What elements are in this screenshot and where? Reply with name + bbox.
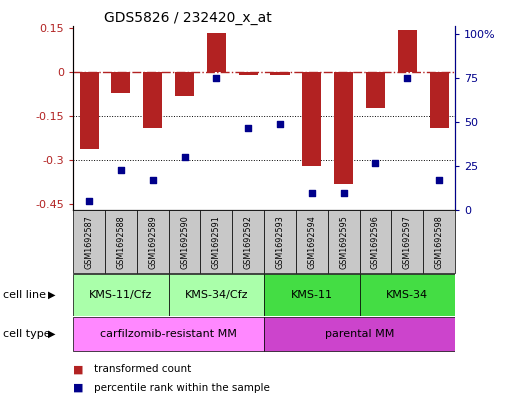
Bar bbox=[360, 210, 391, 273]
Point bbox=[339, 189, 348, 196]
Point bbox=[371, 160, 380, 166]
Text: percentile rank within the sample: percentile rank within the sample bbox=[94, 383, 270, 393]
Bar bbox=[264, 274, 360, 316]
Bar bbox=[232, 210, 264, 273]
Bar bbox=[238, 72, 258, 75]
Text: GSM1692589: GSM1692589 bbox=[148, 215, 157, 268]
Text: GSM1692595: GSM1692595 bbox=[339, 215, 348, 269]
Text: transformed count: transformed count bbox=[94, 364, 191, 375]
Bar bbox=[334, 72, 353, 184]
Text: GSM1692598: GSM1692598 bbox=[435, 215, 444, 268]
Bar bbox=[73, 317, 264, 351]
Bar bbox=[111, 72, 130, 93]
Bar bbox=[270, 72, 290, 75]
Bar bbox=[143, 72, 162, 128]
Point bbox=[276, 121, 284, 127]
Text: GSM1692588: GSM1692588 bbox=[117, 215, 126, 268]
Text: KMS-34: KMS-34 bbox=[386, 290, 428, 300]
Point bbox=[244, 125, 253, 131]
Bar bbox=[73, 210, 105, 273]
Bar bbox=[328, 210, 360, 273]
Bar bbox=[296, 210, 328, 273]
Bar bbox=[168, 274, 264, 316]
Bar bbox=[264, 317, 455, 351]
Bar bbox=[137, 210, 168, 273]
Text: GSM1692587: GSM1692587 bbox=[85, 215, 94, 268]
Text: cell type: cell type bbox=[3, 329, 50, 339]
Text: GSM1692590: GSM1692590 bbox=[180, 215, 189, 268]
Point bbox=[212, 75, 221, 81]
Bar bbox=[366, 72, 385, 108]
Bar bbox=[73, 274, 168, 316]
Text: GSM1692591: GSM1692591 bbox=[212, 215, 221, 268]
Bar bbox=[397, 30, 417, 72]
Text: GSM1692597: GSM1692597 bbox=[403, 215, 412, 269]
Text: cell line: cell line bbox=[3, 290, 46, 300]
Bar bbox=[168, 210, 200, 273]
Point bbox=[308, 189, 316, 196]
Point bbox=[85, 198, 93, 205]
Text: KMS-11: KMS-11 bbox=[291, 290, 333, 300]
Bar bbox=[360, 274, 455, 316]
Bar bbox=[207, 33, 226, 72]
Bar bbox=[423, 210, 455, 273]
Text: KMS-34/Cfz: KMS-34/Cfz bbox=[185, 290, 248, 300]
Bar bbox=[200, 210, 232, 273]
Bar bbox=[175, 72, 194, 96]
Bar bbox=[105, 210, 137, 273]
Text: ■: ■ bbox=[73, 383, 84, 393]
Text: GSM1692594: GSM1692594 bbox=[308, 215, 316, 268]
Text: KMS-11/Cfz: KMS-11/Cfz bbox=[89, 290, 153, 300]
Point bbox=[435, 177, 444, 184]
Text: GSM1692596: GSM1692596 bbox=[371, 215, 380, 268]
Text: ■: ■ bbox=[73, 364, 84, 375]
Text: GDS5826 / 232420_x_at: GDS5826 / 232420_x_at bbox=[104, 11, 271, 24]
Bar bbox=[391, 210, 423, 273]
Text: GSM1692593: GSM1692593 bbox=[276, 215, 285, 268]
Text: ▶: ▶ bbox=[48, 290, 55, 300]
Bar bbox=[79, 72, 99, 149]
Point bbox=[149, 177, 157, 184]
Bar bbox=[429, 72, 449, 128]
Point bbox=[403, 75, 412, 81]
Text: ▶: ▶ bbox=[48, 329, 55, 339]
Bar bbox=[302, 72, 321, 166]
Text: carfilzomib-resistant MM: carfilzomib-resistant MM bbox=[100, 329, 237, 339]
Point bbox=[117, 167, 125, 173]
Text: GSM1692592: GSM1692592 bbox=[244, 215, 253, 269]
Point bbox=[180, 154, 189, 161]
Text: parental MM: parental MM bbox=[325, 329, 394, 339]
Bar bbox=[264, 210, 296, 273]
